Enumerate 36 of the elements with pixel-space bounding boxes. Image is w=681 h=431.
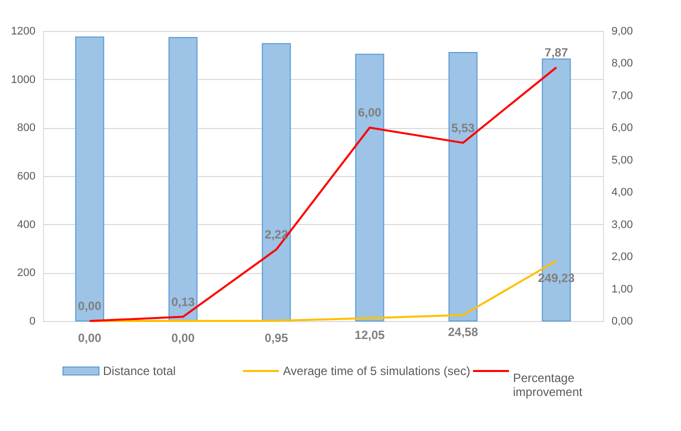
y2-tick-label: 2,00 xyxy=(612,251,633,264)
bar xyxy=(75,36,104,322)
y2-tick-label: 0,00 xyxy=(612,316,633,328)
data-label: 5,53 xyxy=(451,120,475,135)
y-tick-label: 0 xyxy=(29,316,36,328)
y2-tick-label: 7,00 xyxy=(612,90,633,102)
data-label: 12,05 xyxy=(354,328,386,342)
y2-tick-label: 1,00 xyxy=(612,283,633,296)
y2-tick-label: 3,00 xyxy=(612,218,633,231)
legend-label: Average time of 5 simulations (sec) xyxy=(283,364,470,378)
data-label: 2,22 xyxy=(264,227,288,242)
legend-label: Distance total xyxy=(103,364,176,378)
data-label: 0,00 xyxy=(171,331,195,345)
y2-tick-label: 8,00 xyxy=(612,58,633,70)
y2-tick-label: 5,00 xyxy=(612,154,633,166)
bar xyxy=(168,37,198,322)
y-tick-label: 1000 xyxy=(11,74,36,86)
legend-label: Percentage improvement xyxy=(513,371,584,399)
bar xyxy=(448,52,478,322)
data-label: 0,95 xyxy=(264,330,288,345)
data-label: 7,87 xyxy=(544,45,568,60)
data-label: 0,13 xyxy=(171,294,195,309)
y2-tick-label: 9,00 xyxy=(612,26,633,38)
y-tick-label: 1200 xyxy=(11,26,36,38)
y-tick-label: 200 xyxy=(17,267,36,280)
data-label: 24,58 xyxy=(448,325,478,340)
data-label: 0,00 xyxy=(78,331,102,345)
y-tick-label: 400 xyxy=(17,218,36,231)
y-tick-label: 800 xyxy=(17,122,36,134)
data-label: 0,00 xyxy=(78,299,102,313)
y-tick-label: 600 xyxy=(17,170,36,182)
y2-tick-label: 6,00 xyxy=(612,122,633,134)
y2-tick-label: 4,00 xyxy=(612,186,633,199)
bar xyxy=(262,43,291,322)
data-label: 6,00 xyxy=(358,106,382,120)
bar xyxy=(355,54,384,322)
